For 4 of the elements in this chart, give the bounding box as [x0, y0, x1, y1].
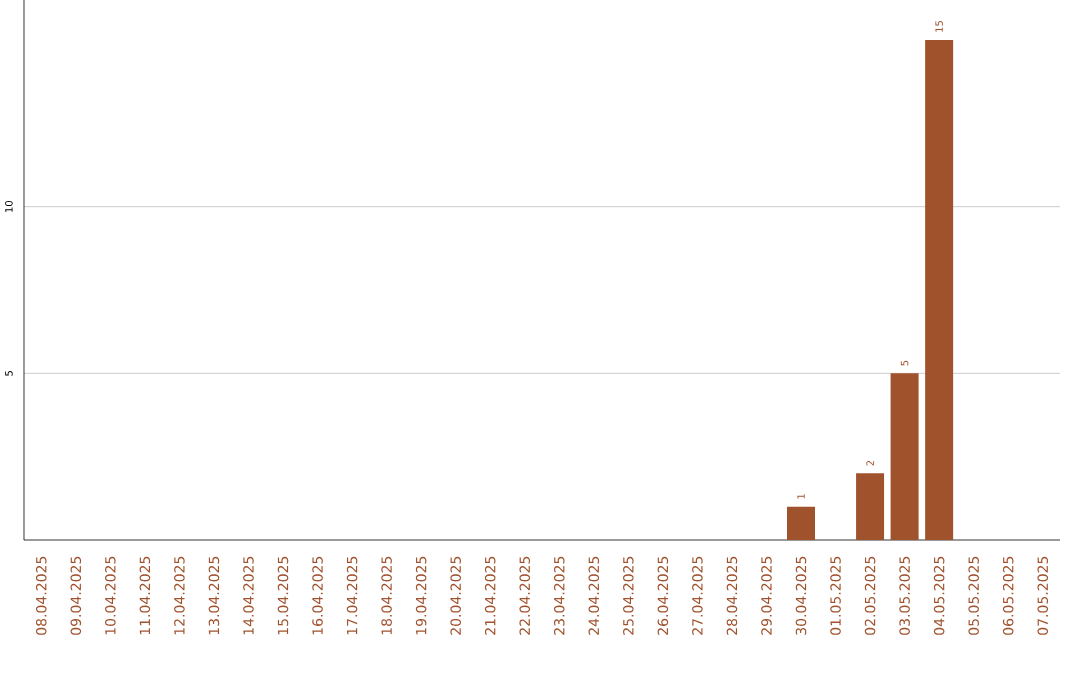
- bar: [890, 373, 919, 540]
- bar: [787, 506, 816, 540]
- bar: [856, 473, 885, 540]
- bar: [925, 39, 954, 540]
